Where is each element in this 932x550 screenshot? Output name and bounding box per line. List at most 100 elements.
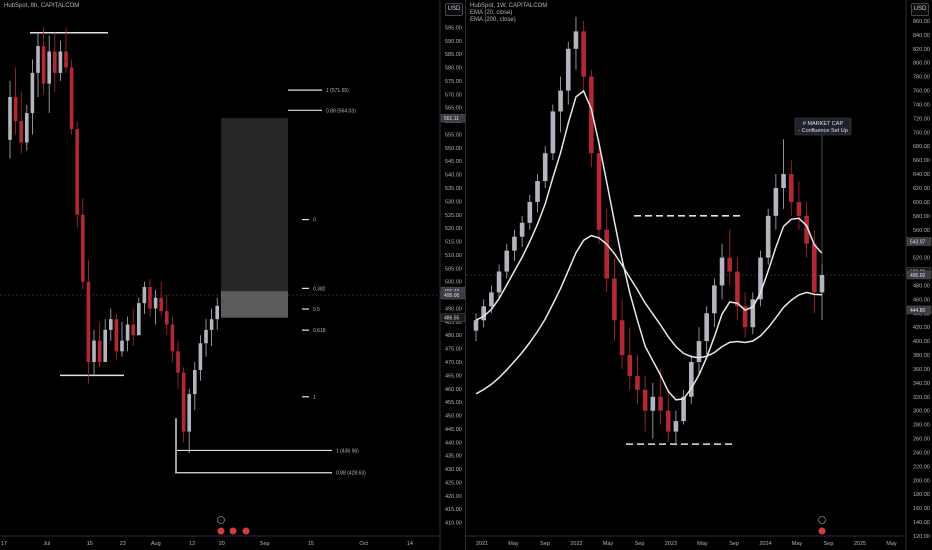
ema20-legend[interactable]: EMA (20, close) [470,10,513,16]
candle[interactable] [53,51,57,73]
candle[interactable] [489,292,494,307]
left-chart-canvas[interactable]: 600.00595.00590.00585.00580.00575.00570.… [0,0,466,550]
candle[interactable] [681,396,686,422]
candle[interactable] [712,285,717,314]
price-badge[interactable] [906,270,932,280]
candle[interactable] [688,362,694,397]
candle[interactable] [758,257,763,300]
candle[interactable] [804,215,809,244]
candle[interactable] [573,31,579,49]
right-chart-canvas[interactable]: 860.00 840.00 820.00 800.00 780.00 760.00 740.… [466,0,932,550]
candle[interactable] [604,229,610,279]
candle[interactable] [589,76,594,154]
candle[interactable] [642,389,648,411]
right-chart-panel[interactable]: 860.00 840.00 820.00 800.00 780.00 760.00 740.… [466,0,932,550]
candle[interactable] [137,303,141,336]
candle[interactable] [198,343,203,371]
candle[interactable] [176,351,180,373]
candle[interactable] [181,372,186,432]
candle[interactable] [30,72,35,114]
candle[interactable] [527,201,533,223]
candle[interactable] [550,111,556,154]
candle[interactable] [596,153,602,230]
callout-box[interactable] [794,117,852,136]
candle[interactable] [665,410,671,432]
candle[interactable] [81,214,85,282]
candle[interactable] [542,153,548,182]
candle[interactable] [64,51,68,68]
candle[interactable] [735,271,740,307]
candle[interactable] [25,113,29,143]
ema200-line[interactable] [475,234,823,395]
candle[interactable] [36,46,40,73]
candle[interactable] [204,329,208,344]
left-currency-badge[interactable]: USD [445,3,463,16]
price-badge[interactable] [906,305,932,315]
range-rectangle[interactable] [221,118,288,292]
candle[interactable] [13,96,18,122]
ema20-line[interactable] [475,89,823,401]
candle[interactable] [103,329,107,362]
earnings-icon[interactable] [818,516,826,524]
candle[interactable] [481,306,486,321]
candle[interactable] [727,257,733,272]
candle[interactable] [619,320,625,356]
candle[interactable] [142,287,147,304]
candle[interactable] [8,96,12,140]
candle[interactable] [765,215,771,258]
candle[interactable] [109,319,113,330]
candle[interactable] [565,48,571,91]
candle[interactable] [215,305,219,320]
flag-icon[interactable] [229,527,237,535]
candle[interactable] [819,275,825,293]
candle[interactable] [635,375,640,390]
candle[interactable] [148,287,152,309]
candle[interactable] [704,313,709,342]
candle[interactable] [512,236,517,251]
candle[interactable] [781,174,786,188]
candle[interactable] [41,46,46,84]
left-chart-panel[interactable]: 600.00595.00590.00585.00580.00575.00570.… [0,0,466,550]
candle[interactable] [719,257,725,286]
candle[interactable] [496,271,502,293]
candle[interactable] [504,250,510,272]
candle[interactable] [170,324,175,352]
candle[interactable] [209,319,214,330]
right-currency-badge[interactable]: USD [911,3,929,16]
flag-icon[interactable] [242,527,250,535]
candle[interactable] [812,243,817,293]
candle[interactable] [131,324,135,336]
candle[interactable] [19,121,23,143]
candle[interactable] [92,340,96,362]
candle[interactable] [773,188,779,216]
candle[interactable] [114,319,119,352]
candle[interactable] [165,311,169,325]
candle[interactable] [153,297,158,309]
candle[interactable] [750,299,756,328]
candle[interactable] [658,396,663,411]
candle[interactable] [519,222,525,237]
candle[interactable] [742,306,748,328]
candle[interactable] [75,129,79,215]
candle[interactable] [796,201,802,216]
candle[interactable] [558,90,563,112]
candle[interactable] [47,51,51,84]
candle[interactable] [696,341,702,362]
candle[interactable] [650,396,656,411]
ema200-legend[interactable]: EMA (200, close) [470,17,516,23]
candle[interactable] [97,340,102,362]
candle[interactable] [187,394,191,432]
candle[interactable] [125,324,130,341]
panel-divider[interactable] [465,0,466,550]
candle[interactable] [86,281,91,362]
flag-icon[interactable] [818,527,826,535]
candle[interactable] [673,421,679,432]
candle[interactable] [788,174,794,202]
candle[interactable] [193,370,197,395]
candle[interactable] [58,51,63,73]
target-zone-rectangle[interactable] [221,291,288,318]
candle[interactable] [612,278,617,321]
candle[interactable] [120,340,124,352]
flag-icon[interactable] [217,527,225,535]
candle[interactable] [535,181,540,202]
